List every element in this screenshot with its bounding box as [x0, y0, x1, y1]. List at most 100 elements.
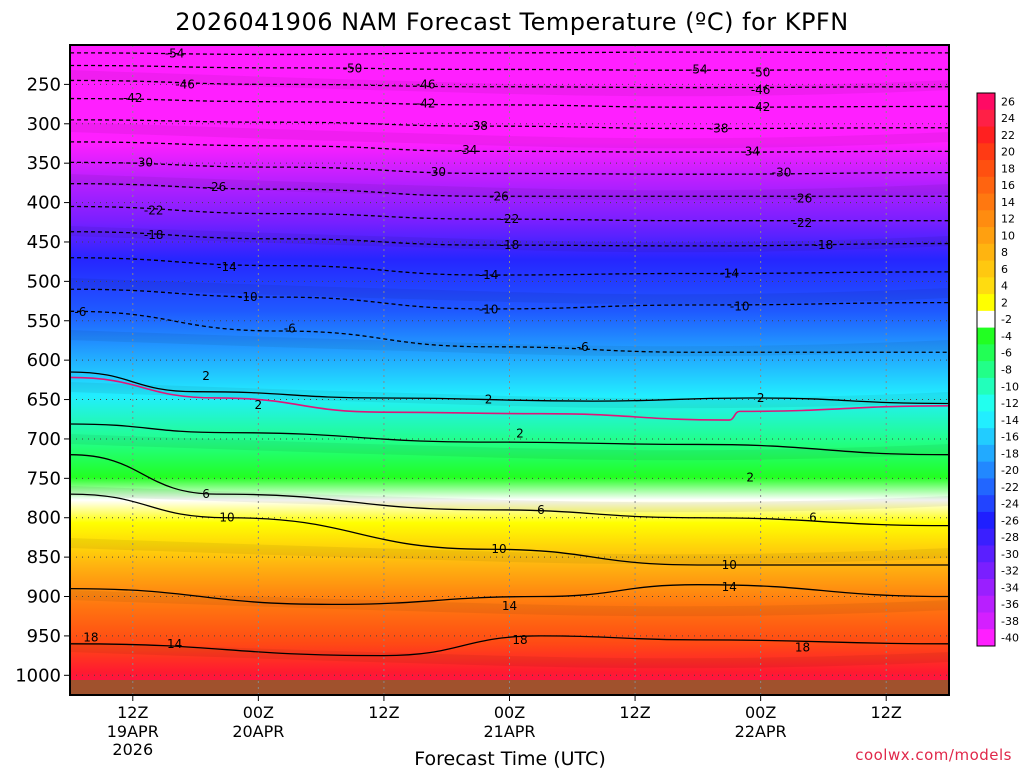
contour-line: [70, 635, 949, 657]
colorbar-swatch: [977, 545, 995, 563]
contour-label: 18: [795, 641, 810, 655]
colorbar-label: 8: [1001, 246, 1008, 259]
freezing-line: [70, 376, 949, 421]
colorbar-swatch: [977, 243, 995, 262]
contour-label: 10: [722, 558, 737, 572]
x-tick-year-label: 2026: [112, 740, 153, 759]
y-tick-label: 500: [27, 271, 61, 292]
y-tick-label: 750: [27, 468, 61, 489]
colorbar-label: 2: [1001, 296, 1008, 309]
colorbar-swatch: [977, 344, 995, 362]
contour-label: -14: [217, 260, 237, 274]
colorbar-swatch: [977, 428, 995, 446]
colorbar-label: -40: [1001, 632, 1019, 645]
contour-label: -34: [458, 143, 478, 157]
colorbar-swatch: [977, 210, 995, 228]
colorbar-label: -12: [1001, 397, 1019, 410]
colorbar-label: 4: [1001, 280, 1008, 293]
contour-label: 2: [255, 398, 263, 412]
contour-label: 14: [722, 580, 737, 594]
colorbar-swatch: [977, 176, 995, 195]
y-tick-label: 850: [27, 547, 61, 568]
contour-line: [70, 371, 949, 405]
x-tick-date-label: 22APR: [735, 722, 787, 741]
contour-label: -26: [793, 192, 813, 206]
contour-label: 14: [167, 637, 182, 651]
colorbar-label: -16: [1001, 431, 1019, 444]
colorbar-label: -28: [1001, 531, 1019, 544]
contour-label: 10: [491, 542, 506, 556]
contour-label: -46: [751, 83, 771, 97]
contour-label: -18: [814, 238, 834, 252]
y-tick-label: 400: [27, 193, 61, 214]
colorbar-swatch: [977, 394, 995, 412]
colorbar-swatch: [977, 511, 995, 530]
colorbar-swatch: [977, 495, 995, 513]
colorbar-swatch: [977, 126, 995, 144]
x-tick-label: 00Z: [745, 703, 776, 722]
colorbar-swatch: [977, 478, 995, 496]
contour-line: [70, 97, 949, 108]
contour-label: -50: [751, 66, 771, 80]
contour-label: -10: [730, 300, 750, 314]
contour-label: -34: [740, 144, 760, 158]
colorbar-label: 14: [1001, 196, 1015, 209]
contour-label: 2: [202, 369, 210, 383]
contour-line: [70, 257, 949, 276]
contour-label: -10: [479, 303, 499, 317]
colorbar-label: -20: [1001, 464, 1019, 477]
contour-label: -46: [175, 77, 195, 91]
colorbar-swatch: [977, 160, 995, 178]
contour-line: [70, 423, 949, 456]
contour-line: [70, 183, 949, 197]
contour-label: -10: [238, 290, 258, 304]
colorbar-swatch: [977, 562, 995, 580]
contour-label: -38: [468, 119, 488, 133]
x-tick-label: 12Z: [368, 703, 399, 722]
colorbar-label: 24: [1001, 112, 1015, 125]
colorbar-legend: 26 24 22 20 18 16 14 12 10 8 6 4 2 -2 -4 -6 -8 -10 -12 -14 -…: [976, 92, 1019, 647]
contour-line: [70, 79, 949, 89]
contour-label: -42: [123, 91, 143, 105]
contour-label: -14: [479, 268, 499, 282]
chart-title: 2026041906 NAM Forecast Temperature (ºC)…: [175, 8, 848, 36]
colorbar-swatch: [977, 629, 995, 647]
colorbar-label: -2: [1001, 313, 1012, 326]
contour-line: [70, 141, 949, 153]
y-axis: 250 300 350 400 450 500 550 600 650 700 750 800 850 9…: [15, 74, 70, 686]
field-band: [70, 174, 949, 201]
contour-labels: -54-54-50 -50-46 -46 -46-42 -42 -42-38 -38-34-…: [74, 47, 833, 655]
field-band: [70, 330, 949, 357]
contour-label: -26: [207, 180, 227, 194]
contour-label: -22: [144, 203, 164, 217]
colorbar-swatch: [977, 612, 995, 630]
contour-line: [70, 119, 949, 130]
contour-label: 14: [502, 599, 517, 613]
colorbar-swatch: [977, 528, 995, 546]
contour-label: -18: [144, 228, 164, 242]
y-tick-label: 950: [27, 626, 61, 647]
y-tick-label: 250: [27, 74, 61, 95]
contour-line: [70, 493, 949, 566]
contour-label: 6: [202, 487, 210, 501]
contour-label: 2: [757, 391, 765, 405]
colorbar-swatch: [977, 377, 995, 396]
colorbar-label: 16: [1001, 179, 1015, 192]
contour-label: 6: [809, 511, 817, 525]
contour-label: -30: [133, 155, 153, 169]
colorbar-swatch: [977, 361, 995, 379]
contour-label: -6: [577, 340, 589, 354]
x-axis-title: Forecast Time (UTC): [414, 748, 605, 768]
y-tick-label: 450: [27, 232, 61, 253]
contour-label: -18: [500, 238, 520, 252]
contour-label: 6: [537, 503, 545, 517]
colorbar-swatch: [977, 595, 995, 613]
contour-line: [70, 205, 949, 222]
colorbar-label: -4: [1001, 330, 1012, 343]
colorbar-swatch: [977, 310, 995, 329]
x-tick-label: 12Z: [619, 703, 650, 722]
colorbar-label: -36: [1001, 598, 1019, 611]
colorbar-label: 26: [1001, 95, 1015, 108]
